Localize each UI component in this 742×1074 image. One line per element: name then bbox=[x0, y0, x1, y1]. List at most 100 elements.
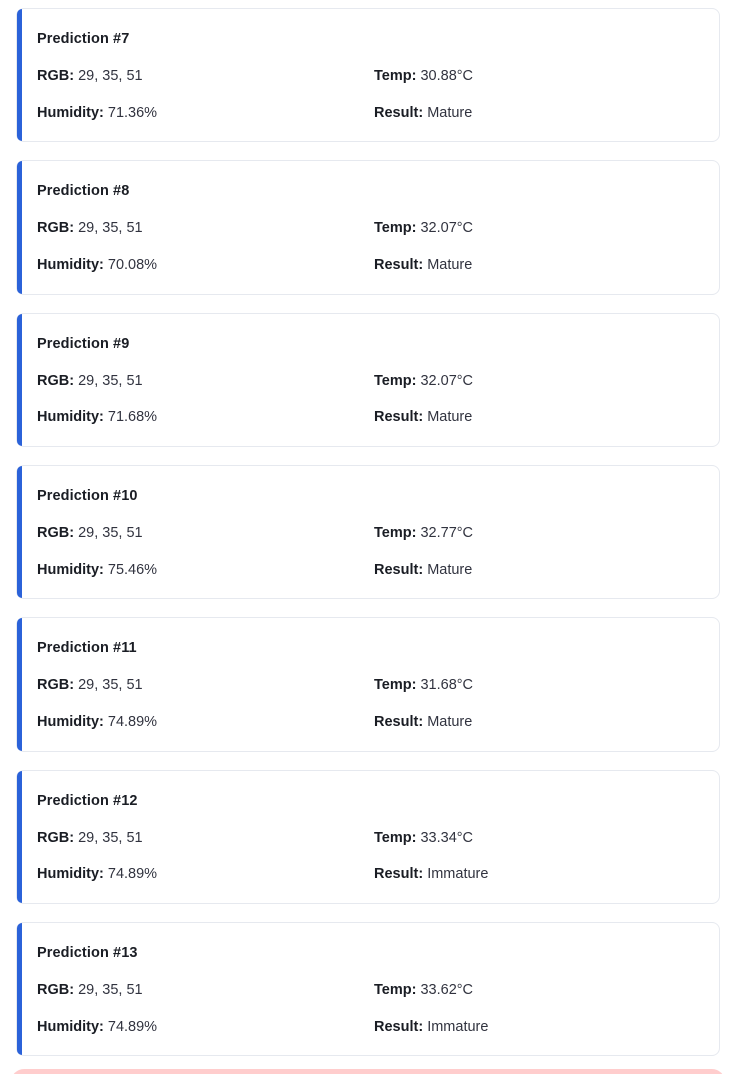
rgb-label: RGB: bbox=[37, 220, 75, 237]
prediction-card: Prediction #10 RGB: 29, 35, 51 Temp: 32.77… bbox=[16, 465, 720, 600]
humidity-field: Humidity: 71.36% bbox=[37, 105, 374, 122]
card-accent-bar bbox=[17, 923, 22, 1056]
result-label: Result: bbox=[374, 561, 424, 578]
result-value: Mature bbox=[427, 714, 473, 731]
prediction-card: Prediction #9 RGB: 29, 35, 51 Temp: 32.07°… bbox=[16, 312, 720, 448]
rgb-value: 29, 35, 51 bbox=[78, 982, 143, 999]
humidity-label: Humidity: bbox=[37, 104, 104, 121]
humidity-value: 74.89% bbox=[107, 1018, 158, 1035]
prediction-card: Prediction #13 RGB: 29, 35, 51 Temp: 33.62… bbox=[16, 922, 720, 1057]
rgb-label: RGB: bbox=[37, 677, 75, 694]
result-value: Immature bbox=[427, 866, 489, 883]
prediction-fields: RGB: 29, 35, 51 Temp: 30.88°C Humidity: 71… bbox=[37, 68, 699, 121]
humidity-label: Humidity: bbox=[37, 1018, 104, 1035]
humidity-label: Humidity: bbox=[37, 714, 104, 731]
temp-field: Temp: 32.07°C bbox=[374, 220, 699, 237]
rgb-field: RGB: 29, 35, 51 bbox=[37, 677, 374, 694]
temp-field: Temp: 33.34°C bbox=[374, 830, 699, 847]
temp-label: Temp: bbox=[374, 525, 417, 542]
humidity-field: Humidity: 74.89% bbox=[37, 714, 374, 731]
result-value: Mature bbox=[427, 104, 473, 121]
humidity-field: Humidity: 74.89% bbox=[37, 866, 374, 883]
result-field: Result: Immature bbox=[374, 1019, 699, 1036]
humidity-value: 75.46% bbox=[107, 561, 158, 578]
rgb-field: RGB: 29, 35, 51 bbox=[37, 525, 374, 542]
prediction-fields: RGB: 29, 35, 51 Temp: 32.07°C Humidity: 71… bbox=[37, 373, 699, 426]
temp-field: Temp: 30.88°C bbox=[374, 68, 699, 85]
prediction-title: Prediction #12 bbox=[37, 792, 138, 809]
result-label: Result: bbox=[374, 1018, 424, 1035]
humidity-field: Humidity: 75.46% bbox=[37, 562, 374, 579]
result-label: Result: bbox=[374, 714, 424, 731]
result-value: Mature bbox=[427, 409, 473, 426]
prediction-fields: RGB: 29, 35, 51 Temp: 31.68°C Humidity: 74… bbox=[37, 677, 699, 730]
rgb-field: RGB: 29, 35, 51 bbox=[37, 982, 374, 999]
humidity-value: 71.68% bbox=[107, 409, 158, 426]
card-accent-bar bbox=[17, 770, 22, 904]
prediction-card: Prediction #7 RGB: 29, 35, 51 Temp: 30.88°… bbox=[16, 8, 720, 143]
prediction-title: Prediction #11 bbox=[37, 640, 137, 657]
result-field: Result: Mature bbox=[374, 409, 699, 426]
prediction-card: Prediction #8 RGB: 29, 35, 51 Temp: 32.07°… bbox=[16, 160, 720, 295]
rgb-label: RGB: bbox=[37, 525, 75, 542]
temp-label: Temp: bbox=[374, 677, 417, 694]
temp-label: Temp: bbox=[374, 372, 417, 389]
result-label: Result: bbox=[374, 409, 424, 426]
rgb-value: 29, 35, 51 bbox=[78, 677, 143, 694]
prediction-fields: RGB: 29, 35, 51 Temp: 33.62°C Humidity: 74… bbox=[37, 982, 699, 1035]
temp-value: 33.34°C bbox=[420, 829, 474, 846]
prediction-fields: RGB: 29, 35, 51 Temp: 32.07°C Humidity: 70… bbox=[37, 220, 699, 273]
prediction-card-list: Prediction #7 RGB: 29, 35, 51 Temp: 30.88°… bbox=[16, 8, 720, 1057]
temp-field: Temp: 33.62°C bbox=[374, 982, 699, 999]
temp-label: Temp: bbox=[374, 982, 417, 999]
result-label: Result: bbox=[374, 257, 424, 274]
card-accent-bar bbox=[17, 466, 22, 599]
temp-value: 33.62°C bbox=[420, 982, 474, 999]
prediction-fields: RGB: 29, 35, 51 Temp: 33.34°C Humidity: 74… bbox=[37, 830, 699, 883]
temp-value: 32.77°C bbox=[420, 525, 474, 542]
result-field: Result: Immature bbox=[374, 866, 699, 883]
rgb-value: 29, 35, 51 bbox=[78, 525, 143, 542]
rgb-label: RGB: bbox=[37, 829, 75, 846]
humidity-field: Humidity: 71.68% bbox=[37, 409, 374, 426]
rgb-value: 29, 35, 51 bbox=[78, 68, 143, 84]
rgb-label: RGB: bbox=[37, 68, 75, 84]
humidity-label: Humidity: bbox=[37, 866, 104, 883]
result-value: Mature bbox=[427, 257, 473, 274]
rgb-label: RGB: bbox=[37, 372, 75, 389]
rgb-value: 29, 35, 51 bbox=[78, 220, 143, 237]
result-label: Result: bbox=[374, 866, 424, 883]
rgb-value: 29, 35, 51 bbox=[78, 829, 143, 846]
rgb-field: RGB: 29, 35, 51 bbox=[37, 373, 374, 390]
rgb-field: RGB: 29, 35, 51 bbox=[37, 68, 374, 85]
card-accent-bar bbox=[17, 9, 22, 142]
rgb-value: 29, 35, 51 bbox=[78, 372, 143, 389]
humidity-value: 70.08% bbox=[107, 257, 158, 274]
card-accent-bar bbox=[17, 161, 22, 294]
prediction-title: Prediction #13 bbox=[37, 945, 138, 962]
humidity-label: Humidity: bbox=[37, 257, 104, 274]
prediction-title: Prediction #8 bbox=[37, 183, 130, 200]
temp-label: Temp: bbox=[374, 829, 417, 846]
temp-value: 32.07°C bbox=[420, 220, 474, 237]
prediction-title: Prediction #10 bbox=[37, 488, 138, 505]
rgb-field: RGB: 29, 35, 51 bbox=[37, 220, 374, 237]
prediction-title: Prediction #9 bbox=[37, 335, 130, 352]
temp-field: Temp: 32.77°C bbox=[374, 525, 699, 542]
humidity-field: Humidity: 74.89% bbox=[37, 1019, 374, 1036]
rgb-label: RGB: bbox=[37, 982, 75, 999]
temp-label: Temp: bbox=[374, 68, 417, 84]
humidity-field: Humidity: 70.08% bbox=[37, 257, 374, 274]
temp-value: 30.88°C bbox=[420, 68, 474, 84]
result-field: Result: Mature bbox=[374, 257, 699, 274]
result-field: Result: Mature bbox=[374, 562, 699, 579]
temp-value: 32.07°C bbox=[420, 372, 474, 389]
card-accent-bar bbox=[17, 618, 22, 751]
temp-value: 31.68°C bbox=[420, 677, 474, 694]
card-accent-bar bbox=[17, 313, 22, 447]
prediction-title: Prediction #7 bbox=[37, 31, 130, 47]
humidity-value: 74.89% bbox=[107, 866, 158, 883]
humidity-value: 74.89% bbox=[107, 714, 158, 731]
temp-label: Temp: bbox=[374, 220, 417, 237]
result-field: Result: Mature bbox=[374, 105, 699, 122]
